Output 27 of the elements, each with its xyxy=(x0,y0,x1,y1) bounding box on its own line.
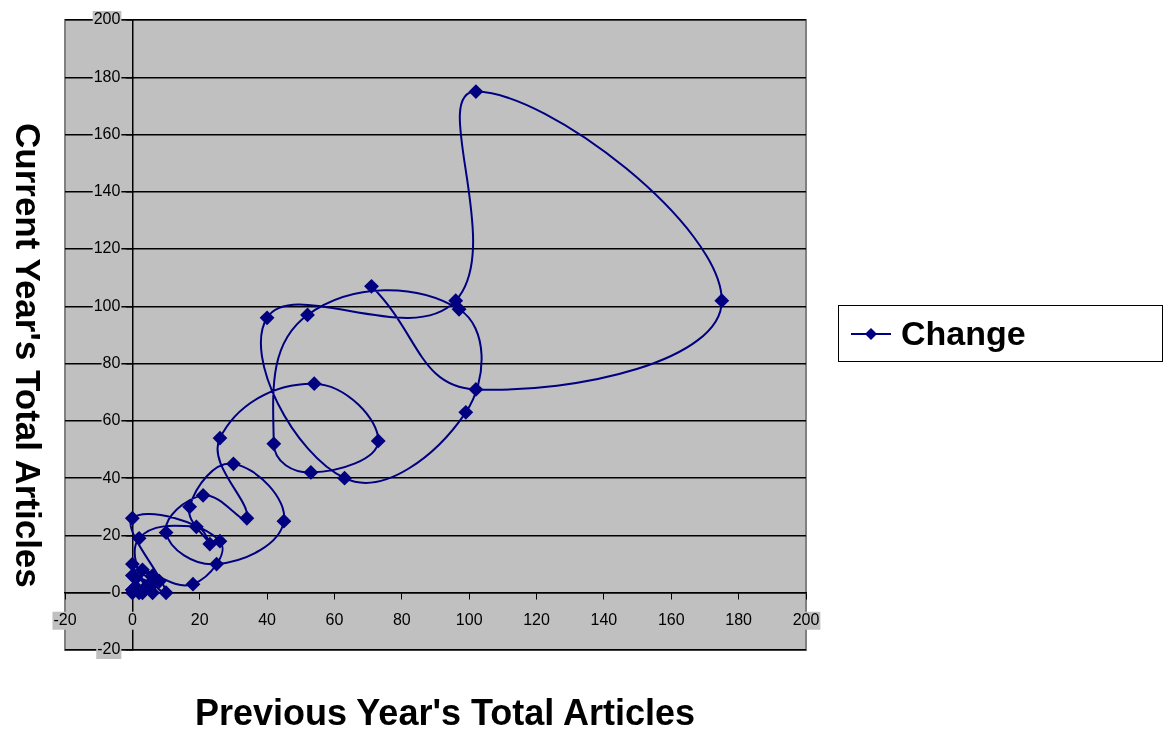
y-tick-label: 100 xyxy=(93,296,121,314)
y-tick-label: 120 xyxy=(93,239,121,257)
x-tick-label: 100 xyxy=(455,611,483,629)
y-tick-label: 0 xyxy=(111,583,121,601)
x-tick-label: 20 xyxy=(190,611,209,629)
x-tick-label: 80 xyxy=(392,611,411,629)
x-tick-label: 60 xyxy=(325,611,344,629)
y-tick-label: 140 xyxy=(93,182,121,200)
x-tick-label: 160 xyxy=(657,611,685,629)
y-tick-label: 160 xyxy=(93,124,121,142)
x-tick-label: -20 xyxy=(53,611,77,629)
legend-label: Change xyxy=(901,314,1026,353)
y-tick-label: 60 xyxy=(102,411,121,429)
y-tick-label: 180 xyxy=(93,67,121,85)
x-tick-label: 0 xyxy=(127,611,137,629)
y-tick-label: 80 xyxy=(102,354,121,372)
x-axis-title: Previous Year's Total Articles xyxy=(193,692,697,734)
y-tick-label: -20 xyxy=(97,640,121,658)
x-tick-label: 120 xyxy=(523,611,550,629)
x-tick-label: 180 xyxy=(725,611,753,629)
x-tick-label: 200 xyxy=(792,611,820,629)
y-tick-label: 200 xyxy=(93,10,121,28)
y-tick-label: 40 xyxy=(102,468,121,486)
x-tick-label: 40 xyxy=(258,611,277,629)
x-tick-label: 140 xyxy=(590,611,618,629)
y-tick-label: 20 xyxy=(102,525,121,543)
y-axis-title: Current Year's Total Articles xyxy=(8,121,48,590)
